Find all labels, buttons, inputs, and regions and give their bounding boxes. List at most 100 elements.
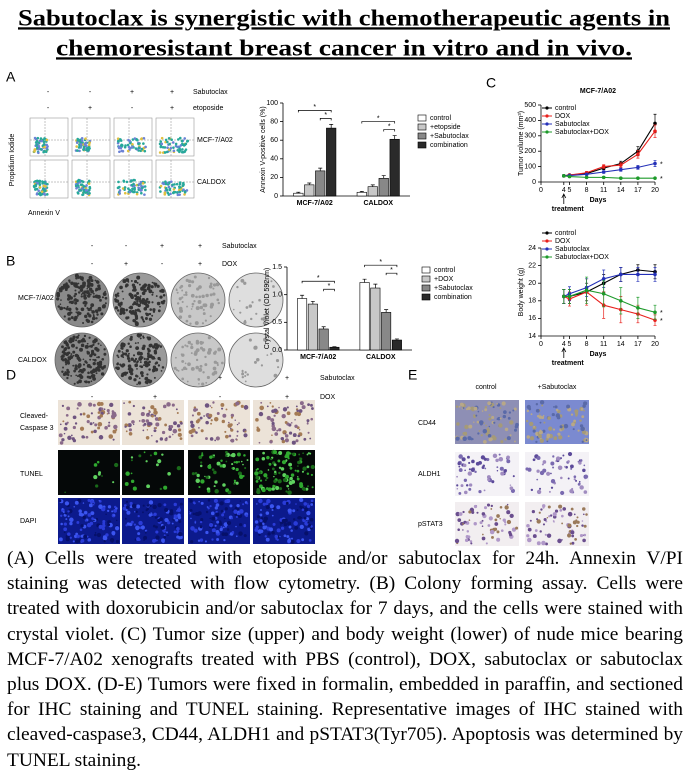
cell-dot — [161, 151, 165, 154]
x-tick-label: 8 — [585, 187, 589, 194]
figure: Sabutoclax is synergistic with chemother… — [6, 5, 670, 546]
cell-dot — [37, 151, 40, 155]
stain-dot — [59, 441, 64, 445]
stain-dot — [478, 430, 481, 432]
cell-dot — [85, 191, 89, 194]
stain-dot — [508, 530, 512, 535]
stain-dot — [278, 471, 281, 475]
stain-dot — [467, 471, 473, 476]
colony — [213, 360, 217, 364]
stain-dot — [271, 514, 274, 517]
colony — [127, 364, 132, 368]
point — [653, 272, 657, 277]
stain-dot — [211, 528, 216, 533]
row-label: CALDOX — [197, 179, 226, 186]
stain-dot — [209, 455, 213, 459]
stain-dot — [63, 513, 67, 517]
stain-dot — [101, 527, 106, 531]
x-tick-label: 17 — [634, 187, 642, 194]
stain-dot — [462, 407, 465, 409]
cell-dot — [176, 145, 180, 149]
micrograph — [58, 450, 120, 495]
cell-dot — [181, 143, 185, 146]
stain-dot — [149, 454, 152, 457]
stain-dot — [288, 431, 293, 435]
colony — [72, 364, 75, 367]
x-tick-label: 11 — [600, 187, 607, 194]
colony — [173, 366, 177, 370]
stain-dot — [477, 410, 480, 413]
stain-dot — [258, 498, 263, 504]
stain-dot — [470, 542, 473, 545]
stain-dot — [573, 513, 576, 516]
colony — [202, 312, 206, 316]
colony — [204, 319, 207, 322]
cell-dot — [133, 178, 136, 182]
stain-dot — [72, 540, 75, 543]
stain-dot — [456, 422, 460, 426]
stain-dot — [309, 517, 314, 522]
stain-dot — [78, 512, 83, 517]
colony — [84, 344, 89, 349]
treatment-sign: + — [285, 375, 289, 382]
cell-dot — [133, 188, 136, 191]
cell-dot — [38, 183, 42, 187]
error-bar — [359, 191, 364, 193]
colony — [138, 356, 143, 361]
stain-dot — [271, 487, 275, 491]
stain-dot — [153, 451, 158, 456]
x-tick-label: 20 — [651, 187, 659, 194]
cell-dot — [172, 188, 176, 191]
cell-dot — [138, 182, 141, 186]
colony — [97, 356, 100, 359]
stain-dot — [107, 424, 111, 428]
colony — [207, 276, 211, 280]
cell-dot — [81, 193, 85, 196]
cell-dot — [37, 189, 40, 193]
series-line — [563, 130, 656, 177]
stain-dot — [243, 433, 248, 438]
stain-dot — [271, 508, 274, 512]
stain-dot — [93, 429, 97, 434]
colony — [70, 316, 74, 320]
colony — [157, 309, 161, 313]
stain-dot — [532, 534, 537, 539]
cell-dot — [34, 188, 37, 191]
colony — [160, 370, 163, 372]
stain-dot — [298, 453, 301, 456]
stain-dot — [461, 403, 465, 407]
stain-dot — [305, 487, 309, 491]
y-tick-label: 200 — [524, 148, 536, 155]
colony — [179, 286, 182, 289]
colony — [273, 373, 278, 378]
stain-dot — [130, 472, 133, 475]
cell-dot — [140, 191, 143, 195]
cell-dot — [76, 149, 79, 152]
stain-dot — [205, 530, 209, 535]
stain-dot — [508, 411, 512, 414]
stain-dot — [306, 472, 310, 476]
stain-dot — [255, 474, 257, 477]
stain-dot — [219, 501, 224, 506]
stain-dot — [260, 401, 263, 404]
stain-dot — [506, 436, 511, 441]
stain-dot — [246, 459, 249, 462]
stain-dot — [554, 405, 558, 409]
stain-dot — [255, 475, 260, 480]
stain-dot — [238, 531, 243, 536]
stain-dot — [173, 530, 177, 534]
stain-dot — [260, 517, 264, 520]
colony — [153, 282, 156, 285]
stain-dot — [287, 521, 292, 526]
colony — [116, 309, 120, 312]
colony — [183, 294, 186, 296]
legend-marker — [545, 255, 549, 259]
colony — [91, 316, 96, 321]
legend-label: Sabutoclax — [555, 246, 590, 253]
colony — [263, 337, 267, 342]
colony — [77, 334, 80, 337]
stain-dot — [539, 413, 541, 415]
stain-dot — [504, 521, 507, 524]
stain-dot — [126, 510, 131, 515]
colony — [114, 293, 119, 297]
